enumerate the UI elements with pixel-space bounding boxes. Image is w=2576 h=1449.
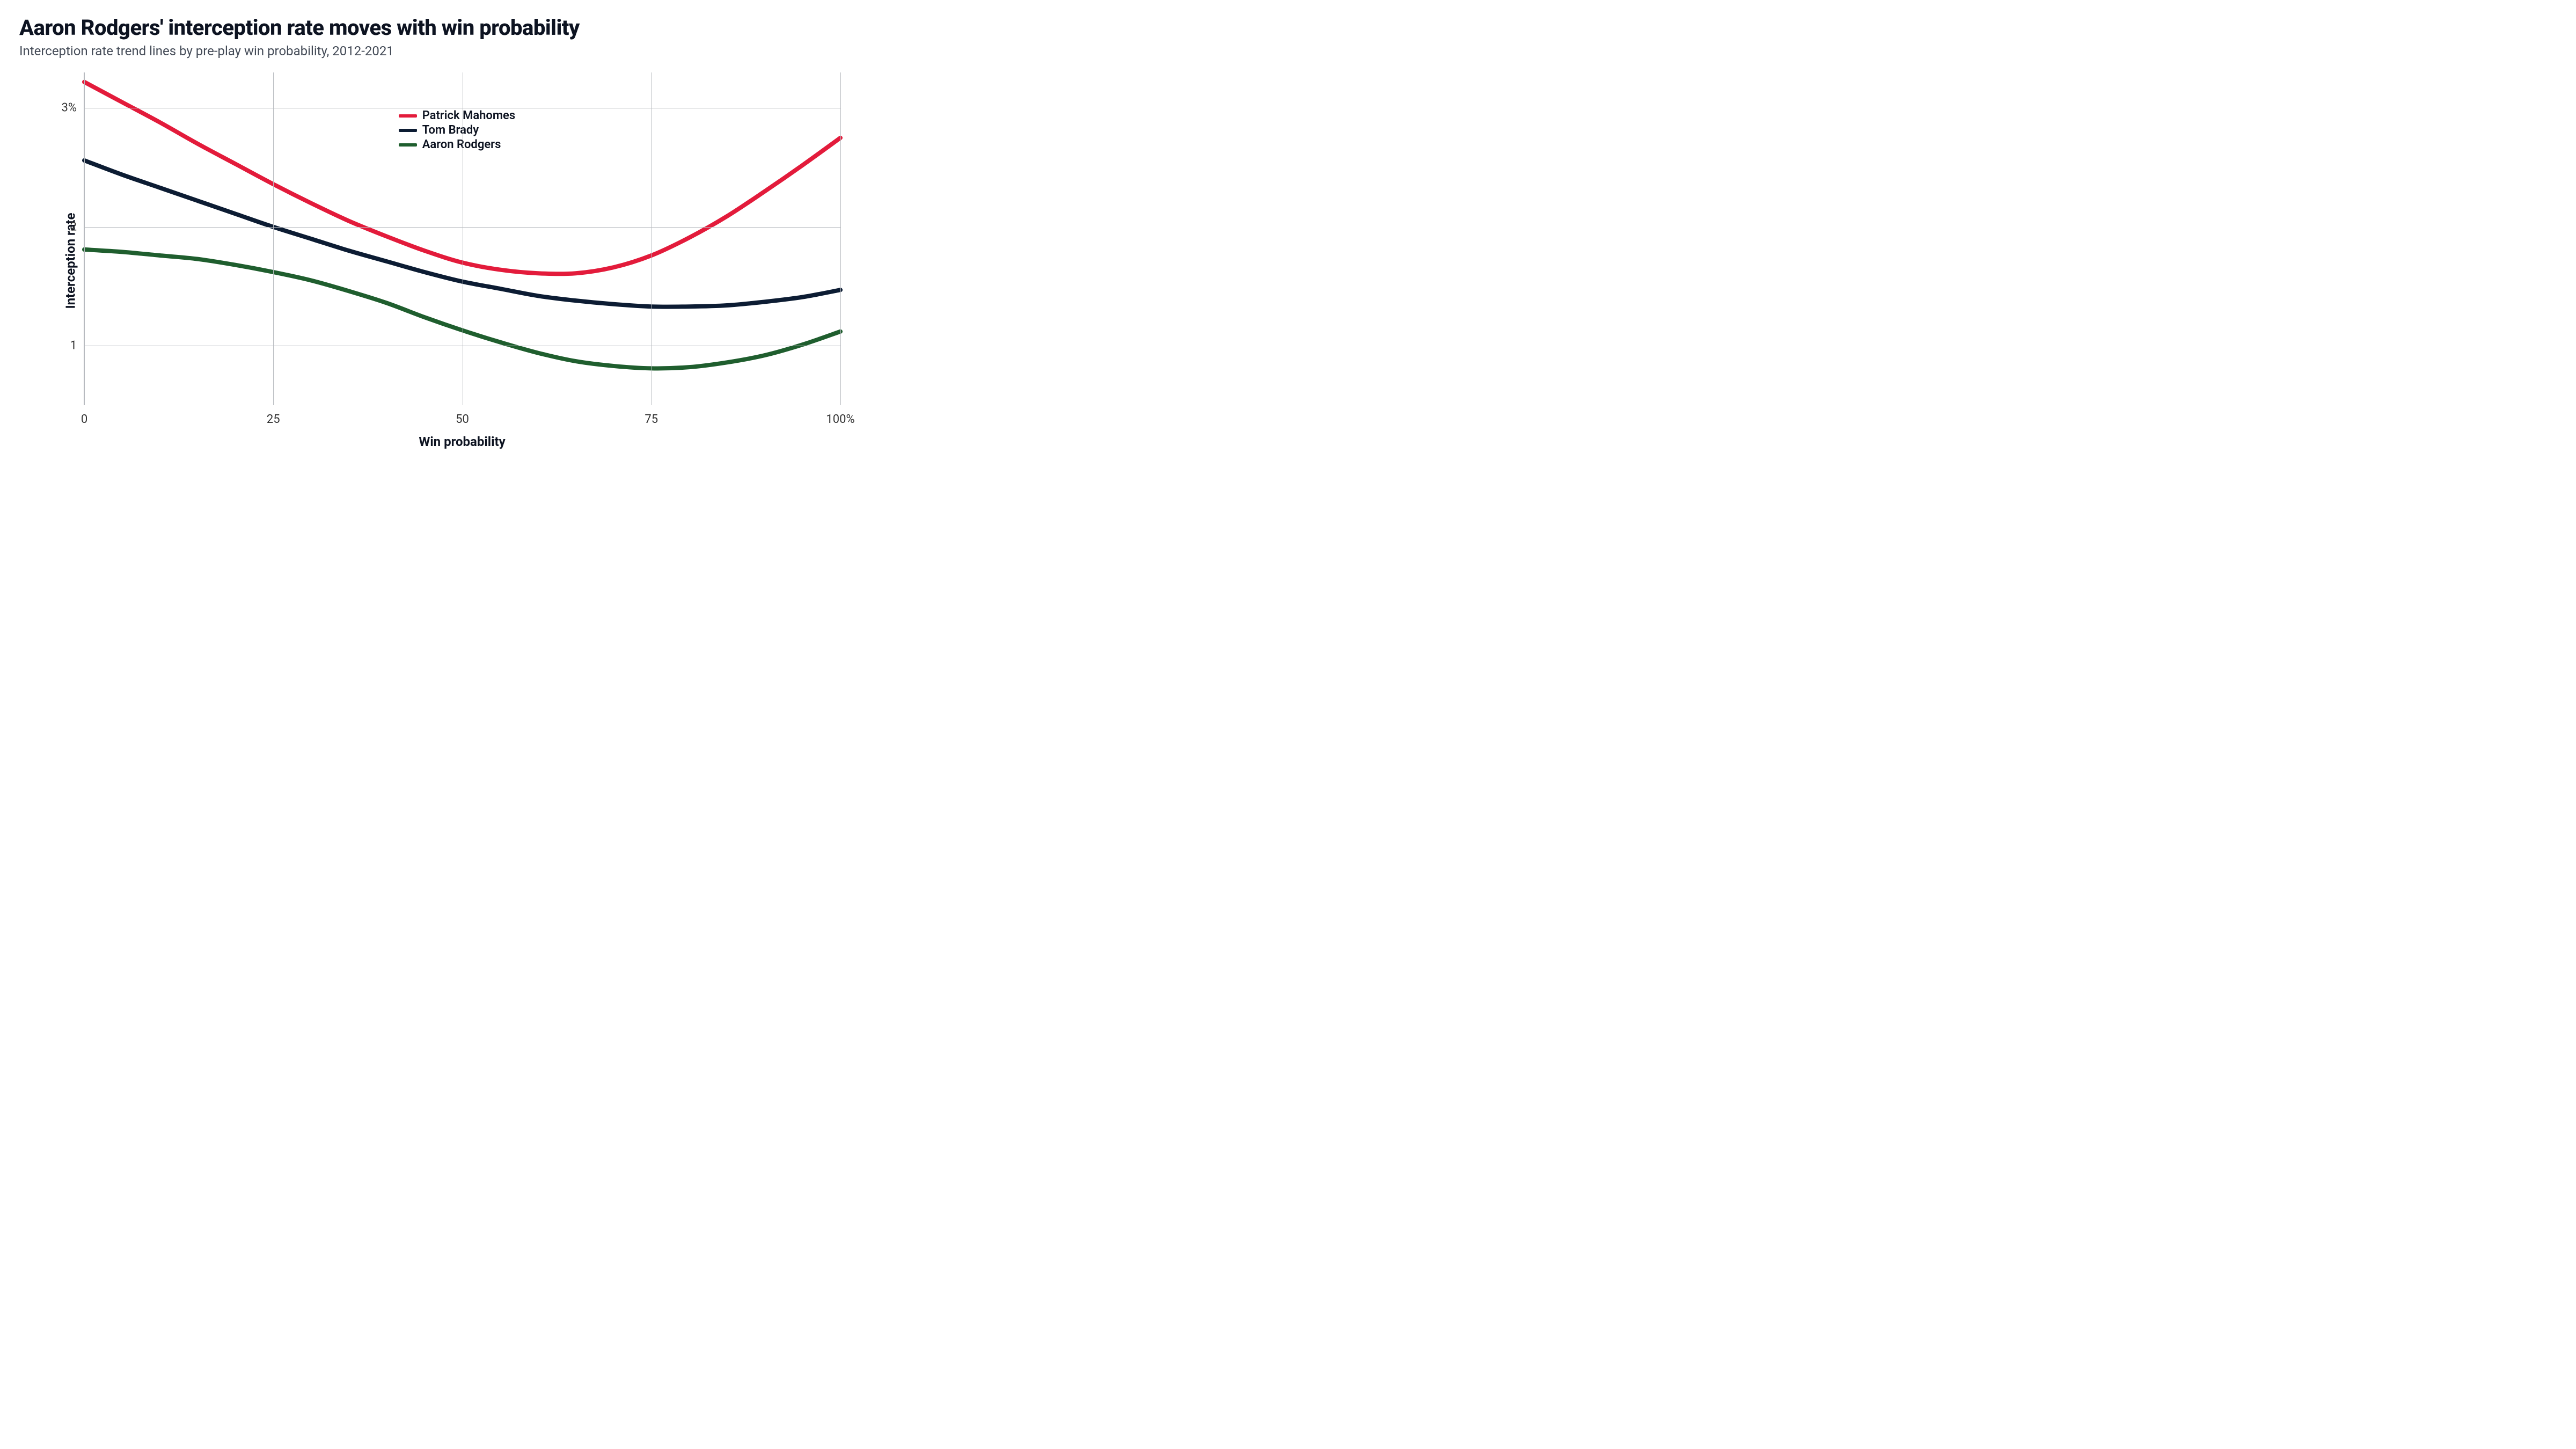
gridline-vertical <box>273 72 274 405</box>
chart-container: Aaron Rodgers' interception rate moves w… <box>0 0 859 483</box>
y-tick-label: 2 <box>70 220 77 233</box>
x-axis-label: Win probability <box>84 434 840 449</box>
legend-swatch <box>399 143 417 147</box>
chart-subtitle: Interception rate trend lines by pre-pla… <box>19 43 839 58</box>
chart-title: Aaron Rodgers' interception rate moves w… <box>19 15 839 40</box>
legend-swatch <box>399 129 417 132</box>
gridline-vertical <box>84 72 85 405</box>
chart-area: Interception rate Patrick MahomesTom Bra… <box>19 72 839 449</box>
legend-item: Aaron Rodgers <box>399 138 515 151</box>
y-tick-label: 1 <box>70 339 77 353</box>
legend: Patrick MahomesTom BradyAaron Rodgers <box>394 106 519 155</box>
gridline-vertical <box>840 72 841 405</box>
x-tick-label: 0 <box>81 413 87 426</box>
x-tick-label: 25 <box>267 413 280 426</box>
x-tick-label: 75 <box>645 413 658 426</box>
y-tick-label: 3% <box>62 101 77 115</box>
legend-swatch <box>399 114 417 118</box>
legend-item: Tom Brady <box>399 123 515 137</box>
legend-item: Patrick Mahomes <box>399 109 515 122</box>
x-tick-label: 50 <box>456 413 469 426</box>
plot-region: Patrick MahomesTom BradyAaron Rodgers 02… <box>84 72 840 405</box>
legend-label: Patrick Mahomes <box>422 109 515 122</box>
legend-label: Aaron Rodgers <box>422 138 501 151</box>
x-tick-label: 100% <box>826 413 854 426</box>
gridline-horizontal <box>84 227 840 228</box>
legend-label: Tom Brady <box>422 123 479 137</box>
